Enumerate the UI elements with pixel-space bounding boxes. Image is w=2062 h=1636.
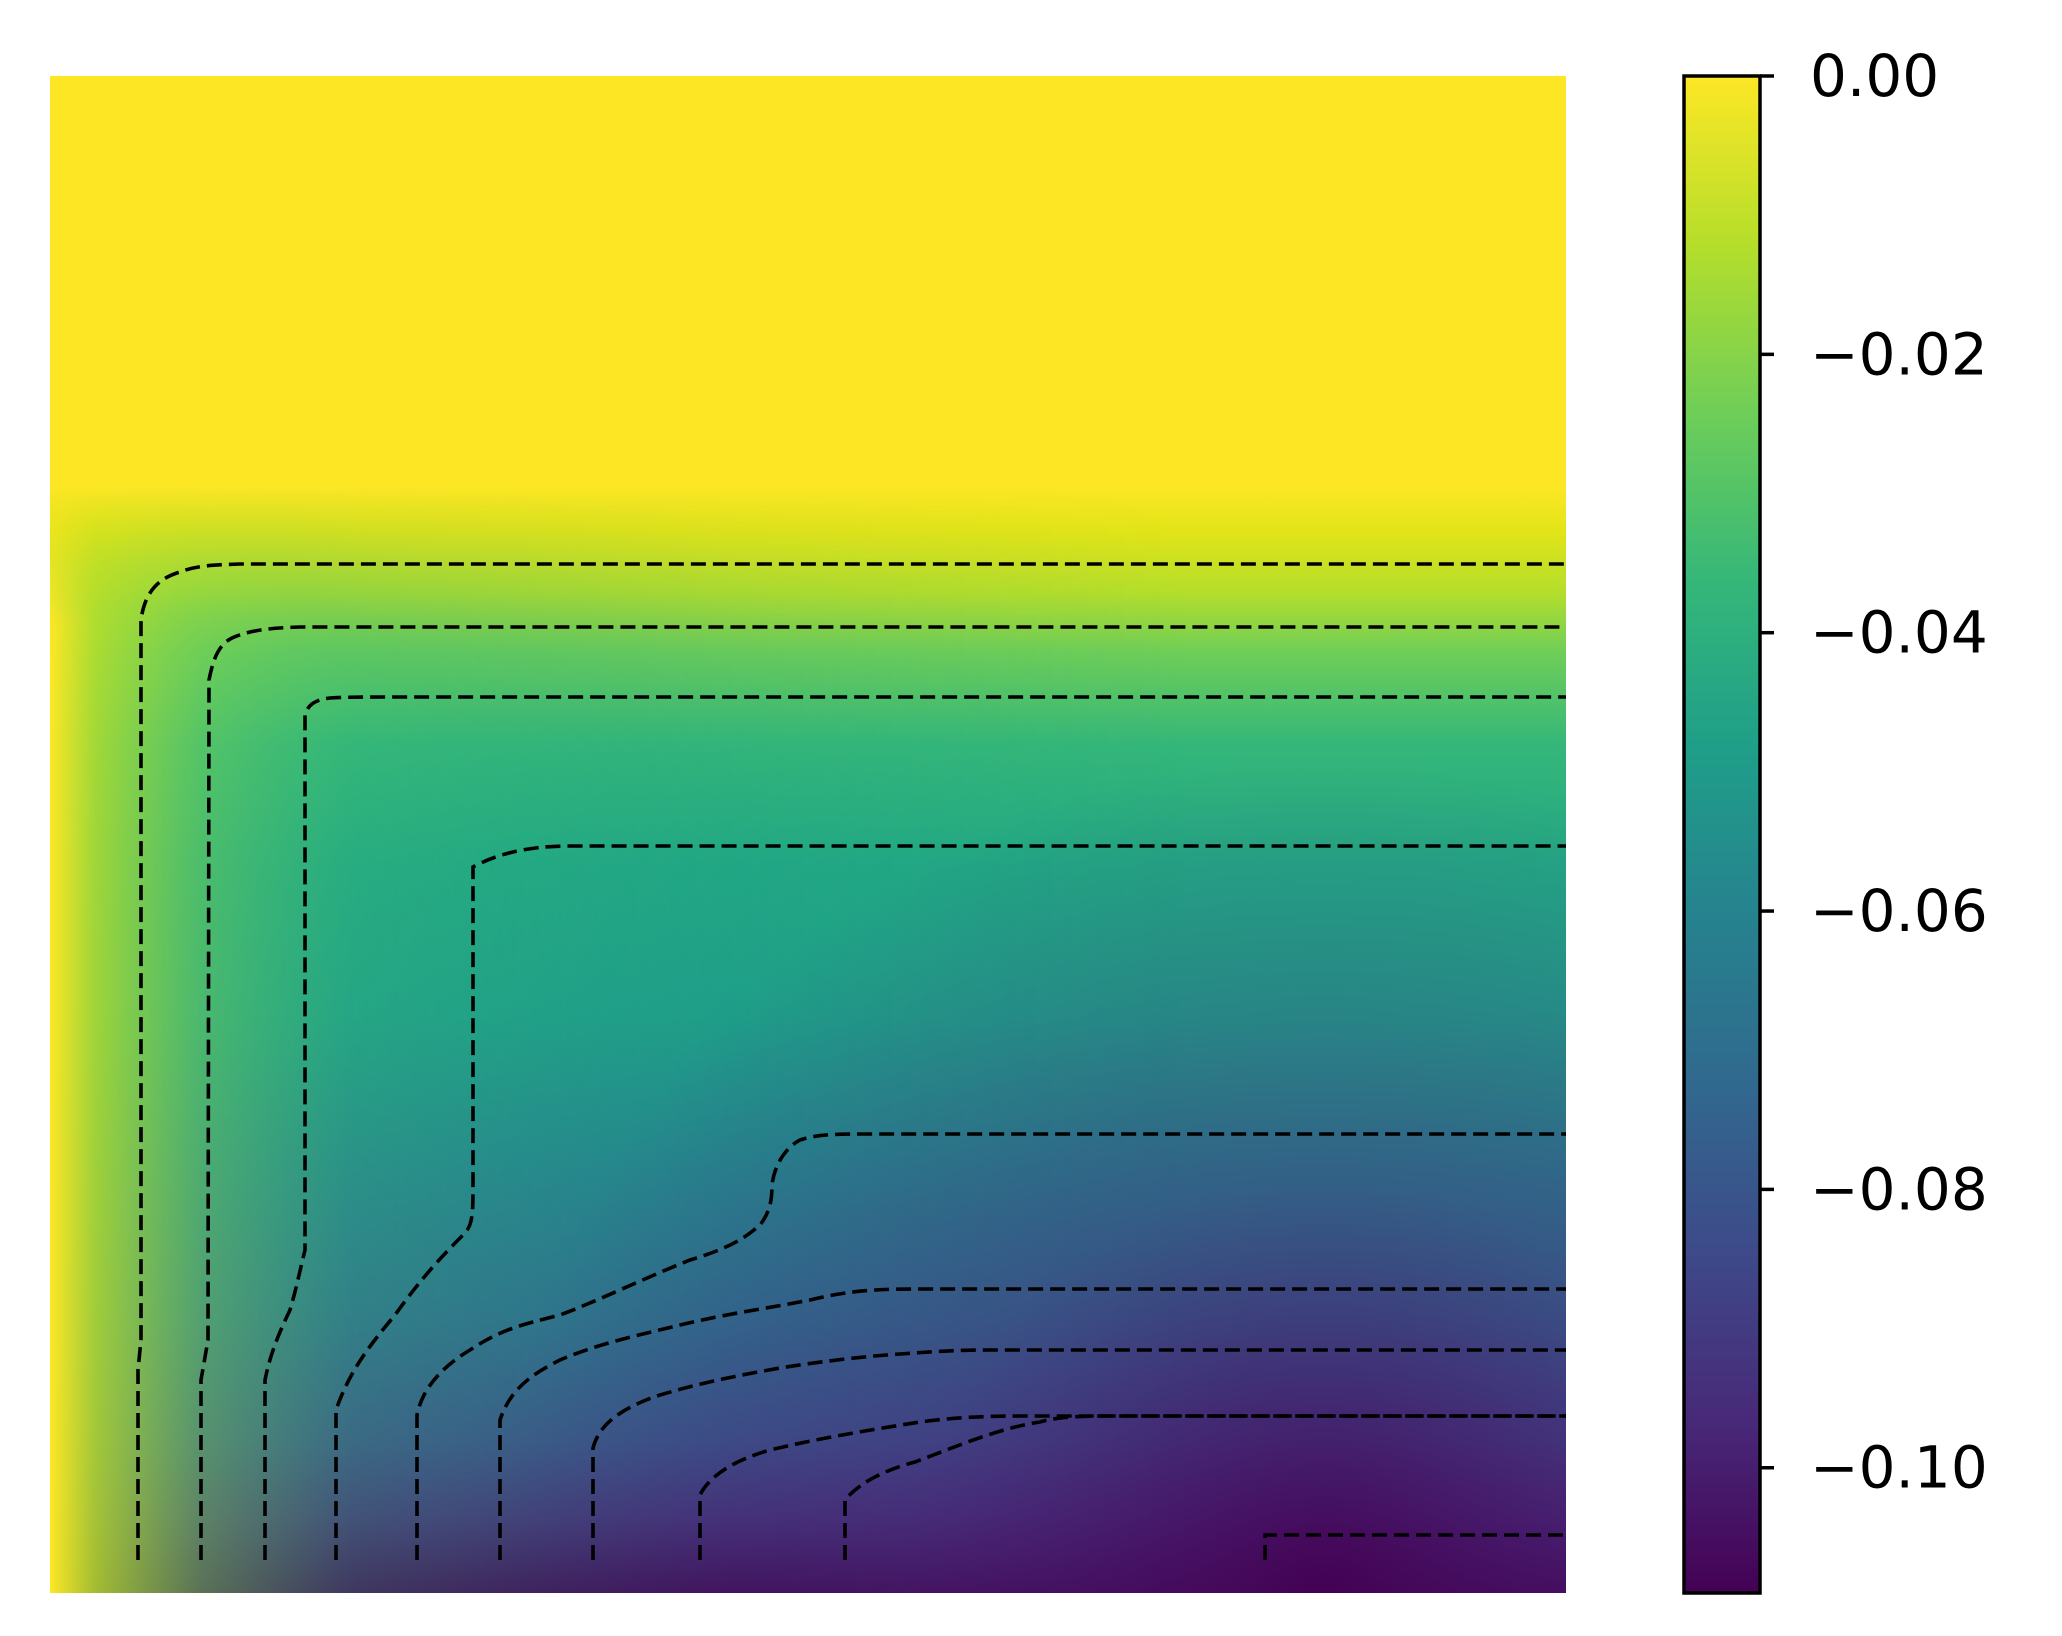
contour-line-11	[1263, 1533, 1566, 1560]
colorbar-frame	[1682, 74, 1762, 1595]
contour-lines	[136, 562, 1566, 1560]
contour-line-1	[199, 625, 1566, 1560]
contour-line-0	[136, 562, 1566, 1560]
heatmap-minimum-region	[50, 76, 1566, 1593]
heatmap	[50, 76, 1566, 1593]
contour-line-6	[591, 1348, 1566, 1560]
colorbar-fill	[1684, 76, 1760, 1593]
contour-line-7	[698, 1414, 1566, 1560]
colorbar-tick-label: −0.10	[1810, 1434, 1988, 1502]
colorbar-ticks: 0.00 −0.02 −0.04 −0.06 −0.08 −0.10	[1760, 42, 1988, 1502]
colorbar-tick-label: 0.00	[1810, 42, 1939, 110]
colorbar-tick-label: −0.02	[1810, 320, 1988, 388]
contour-line-10	[843, 1414, 1566, 1560]
colorbar-tick-label: −0.06	[1810, 877, 1988, 945]
colorbar: 0.00 −0.02 −0.04 −0.06 −0.08 −0.10	[1682, 42, 1988, 1595]
contour-line-2	[263, 695, 1566, 1560]
contour-line-4	[415, 1132, 1566, 1560]
colorbar-tick-label: −0.04	[1810, 599, 1988, 667]
contour-line-3	[334, 844, 1566, 1560]
colorbar-tick-label: −0.08	[1810, 1155, 1988, 1223]
contour-line-5	[498, 1287, 1566, 1560]
